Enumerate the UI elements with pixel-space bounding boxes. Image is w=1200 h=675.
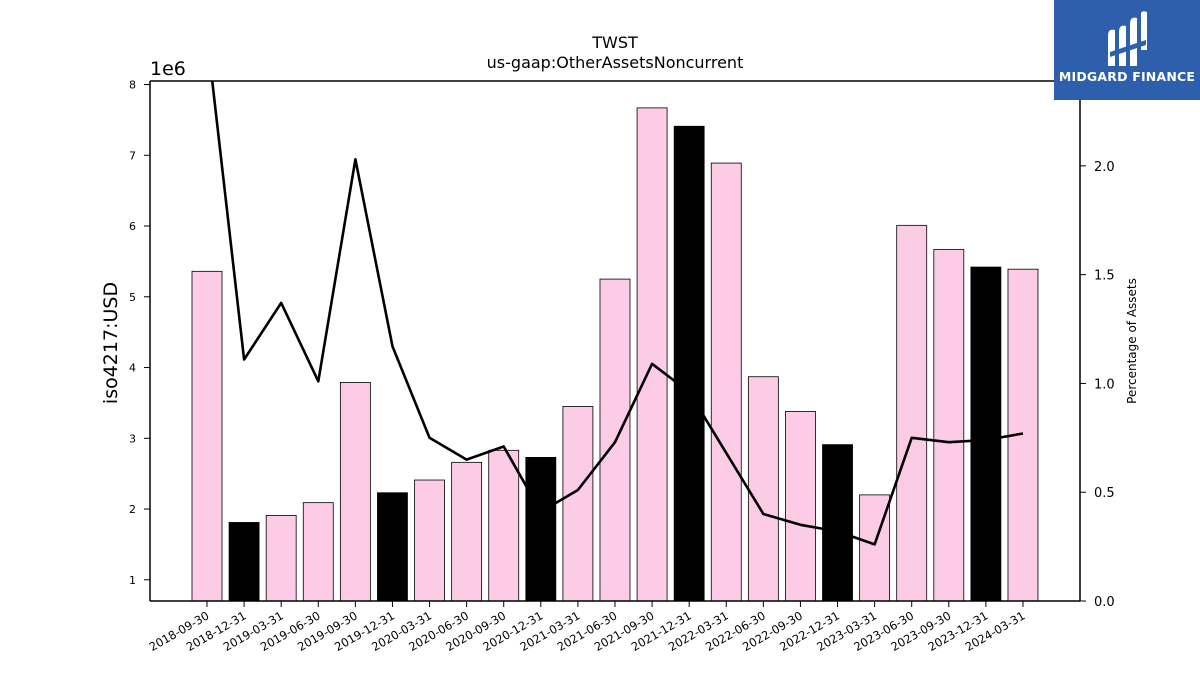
brand-logo-text: MIDGARD FINANCE	[1058, 69, 1196, 84]
y-tick-label: 1	[129, 574, 136, 587]
bar-2019-03-31	[265, 514, 297, 602]
bar-2018-12-31	[228, 522, 260, 602]
y2-tick-label: 0.0	[1094, 595, 1115, 610]
bar-2018-09-30	[191, 270, 223, 602]
y2-tick-label: 1.0	[1094, 377, 1115, 392]
midgard-logo-icon	[1108, 11, 1147, 67]
y2-tick-label: 0.5	[1094, 486, 1115, 501]
bar-2021-09-30	[636, 107, 668, 602]
bar-2020-12-31	[525, 456, 557, 602]
bar-2021-12-31	[673, 125, 705, 602]
bar-2022-12-31	[822, 444, 853, 602]
bar-2022-09-30	[785, 410, 816, 602]
bar-2022-06-30	[747, 376, 779, 602]
bar-2019-06-30	[302, 502, 334, 602]
y-tick-label: 7	[129, 149, 136, 162]
bar-2019-12-31	[377, 492, 408, 602]
bar-2021-03-31	[562, 406, 594, 602]
y2-tick-label: 2.0	[1094, 160, 1115, 175]
chart-subtitle: us-gaap:OtherAssetsNoncurrent	[487, 53, 744, 72]
bar-2022-03-31	[710, 162, 742, 602]
y2-axis-label: Percentage of Assets	[1125, 278, 1139, 404]
y-tick-label: 2	[129, 503, 136, 516]
y-axis-label: iso4217:USD	[100, 282, 122, 404]
brand-logo: MIDGARD FINANCE	[1054, 0, 1200, 100]
bar-2023-12-31	[970, 266, 1002, 602]
bar-2023-09-30	[933, 248, 965, 602]
line-layer	[210, 81, 1024, 546]
y-tick-label: 6	[129, 220, 136, 233]
bar-2019-09-30	[339, 381, 371, 602]
y-tick-label: 4	[129, 362, 136, 375]
y-tick-label: 5	[129, 291, 136, 304]
y-axis-offset-label: 1e6	[150, 58, 186, 80]
bar-2020-06-30	[451, 461, 483, 602]
bar-2023-06-30	[896, 224, 928, 602]
bar-2020-03-31	[414, 479, 445, 602]
y-tick-label: 3	[129, 432, 136, 445]
percentage-line	[210, 81, 1024, 546]
y-tick-label: 8	[129, 79, 136, 92]
chart-title: TWST	[591, 33, 638, 52]
y2-tick-label: 1.5	[1094, 269, 1115, 284]
bar-2020-09-30	[488, 449, 520, 602]
bars-layer	[191, 107, 1039, 602]
